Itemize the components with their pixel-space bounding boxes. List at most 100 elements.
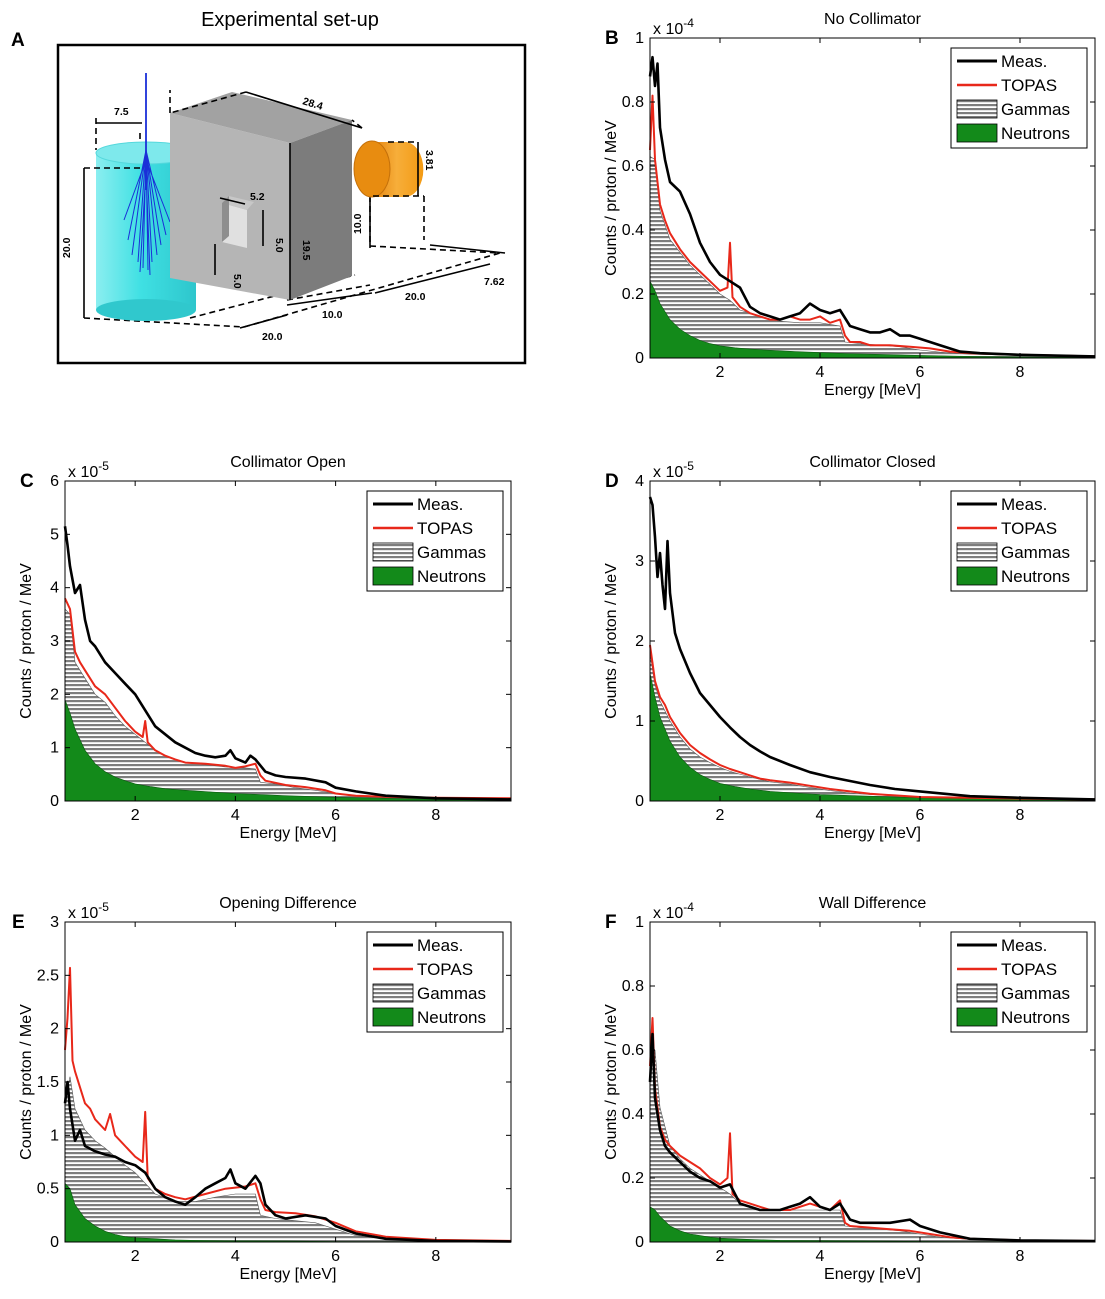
y-tick-label: 1 bbox=[635, 30, 644, 47]
legend-label-meas: Meas. bbox=[1001, 495, 1047, 514]
topas-line bbox=[649, 644, 1096, 801]
legend-label-neutrons: Neutrons bbox=[417, 1008, 486, 1027]
chart-panel-c: 2 4 6 8 0 1 2 3 4 5 6 x 10-5 Collimator Open Energy [… bbox=[18, 454, 512, 842]
y-axis-label: Counts / proton / MeV bbox=[603, 563, 620, 719]
legend-box bbox=[366, 490, 504, 592]
x-tick-label: 4 bbox=[816, 807, 825, 824]
dim-wall-width: 28.4 bbox=[301, 95, 324, 112]
x-tick-label: 6 bbox=[331, 807, 340, 824]
x-tick-label: 6 bbox=[331, 1248, 340, 1265]
x-tick-label: 8 bbox=[431, 807, 440, 824]
y-tick-label: 3 bbox=[50, 633, 59, 650]
axes-box bbox=[649, 921, 1096, 1243]
y-tick-label: 1 bbox=[635, 713, 644, 730]
y-tick-label: 3 bbox=[635, 553, 644, 570]
x-tick-label: 4 bbox=[231, 807, 240, 824]
panel-letter-b: B bbox=[605, 28, 619, 49]
y-tick-label: 4 bbox=[635, 473, 644, 490]
x-tick-label: 8 bbox=[1016, 364, 1025, 381]
chart-panel-d: 2 4 6 8 0 1 2 3 4 x 10-5 Collimator Closed Energy [… bbox=[603, 454, 1096, 842]
y-tick-label: 2.5 bbox=[37, 967, 59, 984]
y-tick-label: 0 bbox=[50, 793, 59, 810]
y-tick-label: 0.2 bbox=[622, 286, 644, 303]
x-tick-label: 2 bbox=[716, 1248, 725, 1265]
legend-swatch-gammas bbox=[372, 983, 414, 1003]
x-tick-label: 2 bbox=[131, 1248, 140, 1265]
panel-letter-f: F bbox=[605, 912, 617, 933]
neutrons-area bbox=[649, 672, 1096, 802]
topas-line bbox=[649, 1017, 1096, 1242]
legend-label-topas: TOPAS bbox=[1001, 960, 1057, 979]
chart-title: No Collimator bbox=[824, 11, 922, 28]
x-tick-label: 2 bbox=[716, 364, 725, 381]
dim-hole-height: 5.0 bbox=[273, 238, 285, 253]
dim-hole-offset: 5.0 bbox=[231, 274, 243, 289]
gammas-area bbox=[64, 608, 512, 802]
neutrons-area bbox=[649, 281, 1096, 359]
legend-swatch-gammas bbox=[372, 542, 414, 562]
x-tick-label: 6 bbox=[916, 807, 925, 824]
chart-title: Opening Difference bbox=[219, 895, 357, 912]
shield-wall bbox=[170, 92, 352, 300]
dim-target-wall: 20.0 bbox=[262, 331, 283, 343]
dim-hole-width: 5.2 bbox=[250, 191, 265, 203]
x-tick-label: 8 bbox=[1016, 807, 1025, 824]
y-tick-label: 0.8 bbox=[622, 978, 644, 995]
chart-panel-b: 2 4 6 8 0 0.2 0.4 0.6 0.8 1 x 10-4 No Collimator Ene… bbox=[603, 11, 1096, 399]
legend-label-meas: Meas. bbox=[417, 936, 463, 955]
y-axis-label: Counts / proton / MeV bbox=[18, 1004, 35, 1160]
x-tick-label: 8 bbox=[431, 1248, 440, 1265]
legend-label-gammas: Gammas bbox=[417, 543, 486, 562]
y-tick-label: 0.6 bbox=[622, 1042, 644, 1059]
y-tick-label: 1 bbox=[50, 740, 59, 757]
legend-label-neutrons: Neutrons bbox=[1001, 1008, 1070, 1027]
setup-title: Experimental set-up bbox=[201, 9, 379, 31]
legend-label-meas: Meas. bbox=[1001, 936, 1047, 955]
legend-swatch-gammas bbox=[956, 542, 998, 562]
y-tick-label: 1.5 bbox=[37, 1074, 59, 1091]
legend: Meas. TOPAS Gammas Neutrons bbox=[366, 490, 504, 592]
y-exponent-label: x 10-5 bbox=[653, 459, 694, 481]
legend-swatch-neutrons bbox=[372, 566, 414, 586]
legend-label-gammas: Gammas bbox=[1001, 543, 1070, 562]
y-tick-label: 0 bbox=[635, 1234, 644, 1251]
legend-label-gammas: Gammas bbox=[1001, 100, 1070, 119]
y-tick-label: 2 bbox=[50, 686, 59, 703]
panel-letter-c: C bbox=[20, 471, 34, 492]
x-tick-label: 4 bbox=[816, 1248, 825, 1265]
axes-box bbox=[649, 37, 1096, 359]
y-axis-label: Counts / proton / MeV bbox=[603, 1004, 620, 1160]
x-tick-label: 2 bbox=[131, 807, 140, 824]
y-tick-label: 0.4 bbox=[622, 1106, 644, 1123]
meas-line bbox=[648, 55, 1096, 358]
y-exponent-label: x 10-5 bbox=[68, 459, 109, 481]
y-tick-label: 0.8 bbox=[622, 94, 644, 111]
panel-letter-e: E bbox=[12, 912, 25, 933]
y-exponent-label: x 10-4 bbox=[653, 900, 694, 922]
x-tick-label: 6 bbox=[916, 364, 925, 381]
panel-letter-a: A bbox=[11, 30, 25, 51]
gammas-area bbox=[649, 652, 1096, 802]
legend-label-neutrons: Neutrons bbox=[417, 567, 486, 586]
y-tick-label: 0.6 bbox=[622, 158, 644, 175]
y-tick-label: 0.4 bbox=[622, 222, 644, 239]
y-exponent-label: x 10-4 bbox=[653, 16, 694, 38]
x-axis-label: Energy [MeV] bbox=[240, 825, 337, 842]
y-tick-label: 1 bbox=[50, 1127, 59, 1144]
dim-wall-detector: 20.0 bbox=[405, 291, 426, 303]
chart-panel-e: 2 4 6 8 0 0.5 1 1.5 2 2.5 3 x 10-5 Opening Differenc… bbox=[12, 895, 512, 1283]
topas-line bbox=[64, 597, 512, 800]
legend: Meas. TOPAS Gammas Neutrons bbox=[950, 490, 1088, 592]
legend-label-meas: Meas. bbox=[417, 495, 463, 514]
dim-detector-diameter: 3.81 bbox=[423, 150, 435, 171]
y-tick-label: 4 bbox=[50, 580, 59, 597]
y-axis-label: Counts / proton / MeV bbox=[603, 120, 620, 276]
legend-swatch-neutrons bbox=[956, 123, 998, 143]
y-tick-label: 1 bbox=[635, 914, 644, 931]
legend-label-meas: Meas. bbox=[1001, 52, 1047, 71]
x-axis-label: Energy [MeV] bbox=[824, 382, 921, 399]
legend-swatch-neutrons bbox=[372, 1007, 414, 1027]
x-axis-label: Energy [MeV] bbox=[240, 1266, 337, 1283]
detector-cylinder bbox=[353, 140, 424, 198]
